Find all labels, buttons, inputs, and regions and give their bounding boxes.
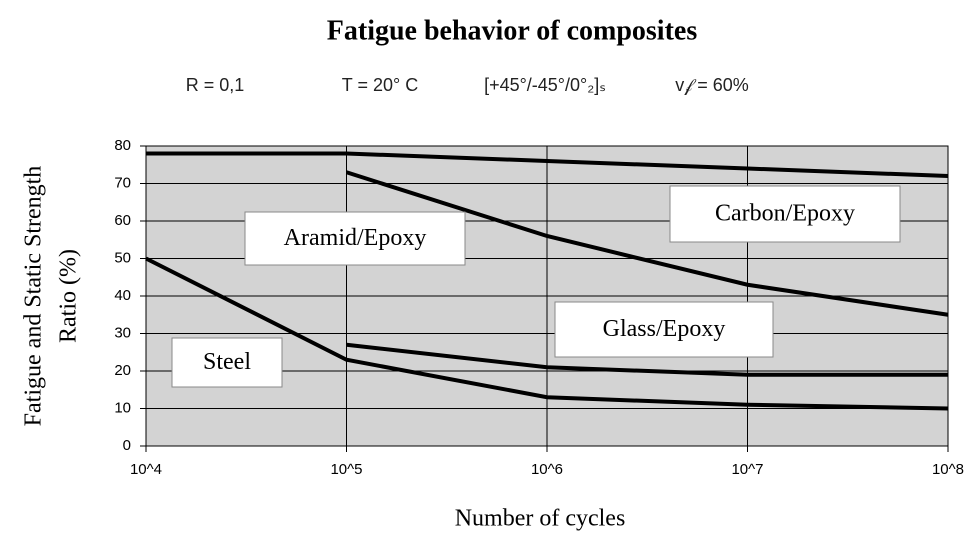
subtitle: T = 20° C (342, 75, 418, 95)
label-box (669, 185, 901, 243)
chart-title: Fatigue behavior of composites (327, 15, 698, 46)
label-box (244, 211, 466, 266)
y-tick-label: 50 (114, 249, 131, 266)
series-label: Steel (203, 349, 251, 375)
subtitle: [+45°/-45°/0°₂]ₛ (484, 75, 606, 95)
y-tick-label: 60 (114, 212, 131, 229)
x-tick-label: 10^8 (932, 461, 964, 478)
subtitle: v𝒻 = 60% (675, 75, 749, 95)
x-axis-label: Number of cycles (455, 506, 626, 532)
y-tick-label: 70 (114, 174, 131, 191)
label-box (171, 337, 283, 388)
series-label: Carbon/Epoxy (715, 201, 855, 227)
series-line (346, 342, 948, 377)
x-tick-label: 10^5 (330, 461, 362, 478)
y-axis-label: Fatigue and Static Strength (21, 166, 47, 427)
y-axis-label: Ratio (%) (56, 249, 82, 343)
y-tick-label: 40 (114, 287, 131, 304)
y-tick-label: 30 (114, 324, 131, 341)
y-tick-label: 20 (114, 362, 131, 379)
subtitle: R = 0,1 (186, 75, 245, 95)
y-tick-label: 0 (123, 437, 131, 454)
series-line (146, 151, 949, 178)
x-tick-label: 10^7 (731, 461, 763, 478)
x-tick-label: 10^4 (130, 461, 162, 478)
series-label: Glass/Epoxy (603, 316, 726, 342)
y-tick-label: 80 (114, 137, 131, 154)
series-line (345, 170, 949, 317)
series-line (145, 256, 949, 411)
series-label: Aramid/Epoxy (284, 225, 427, 251)
label-box (554, 301, 774, 358)
y-tick-label: 10 (114, 399, 131, 416)
x-tick-label: 10^6 (531, 461, 563, 478)
